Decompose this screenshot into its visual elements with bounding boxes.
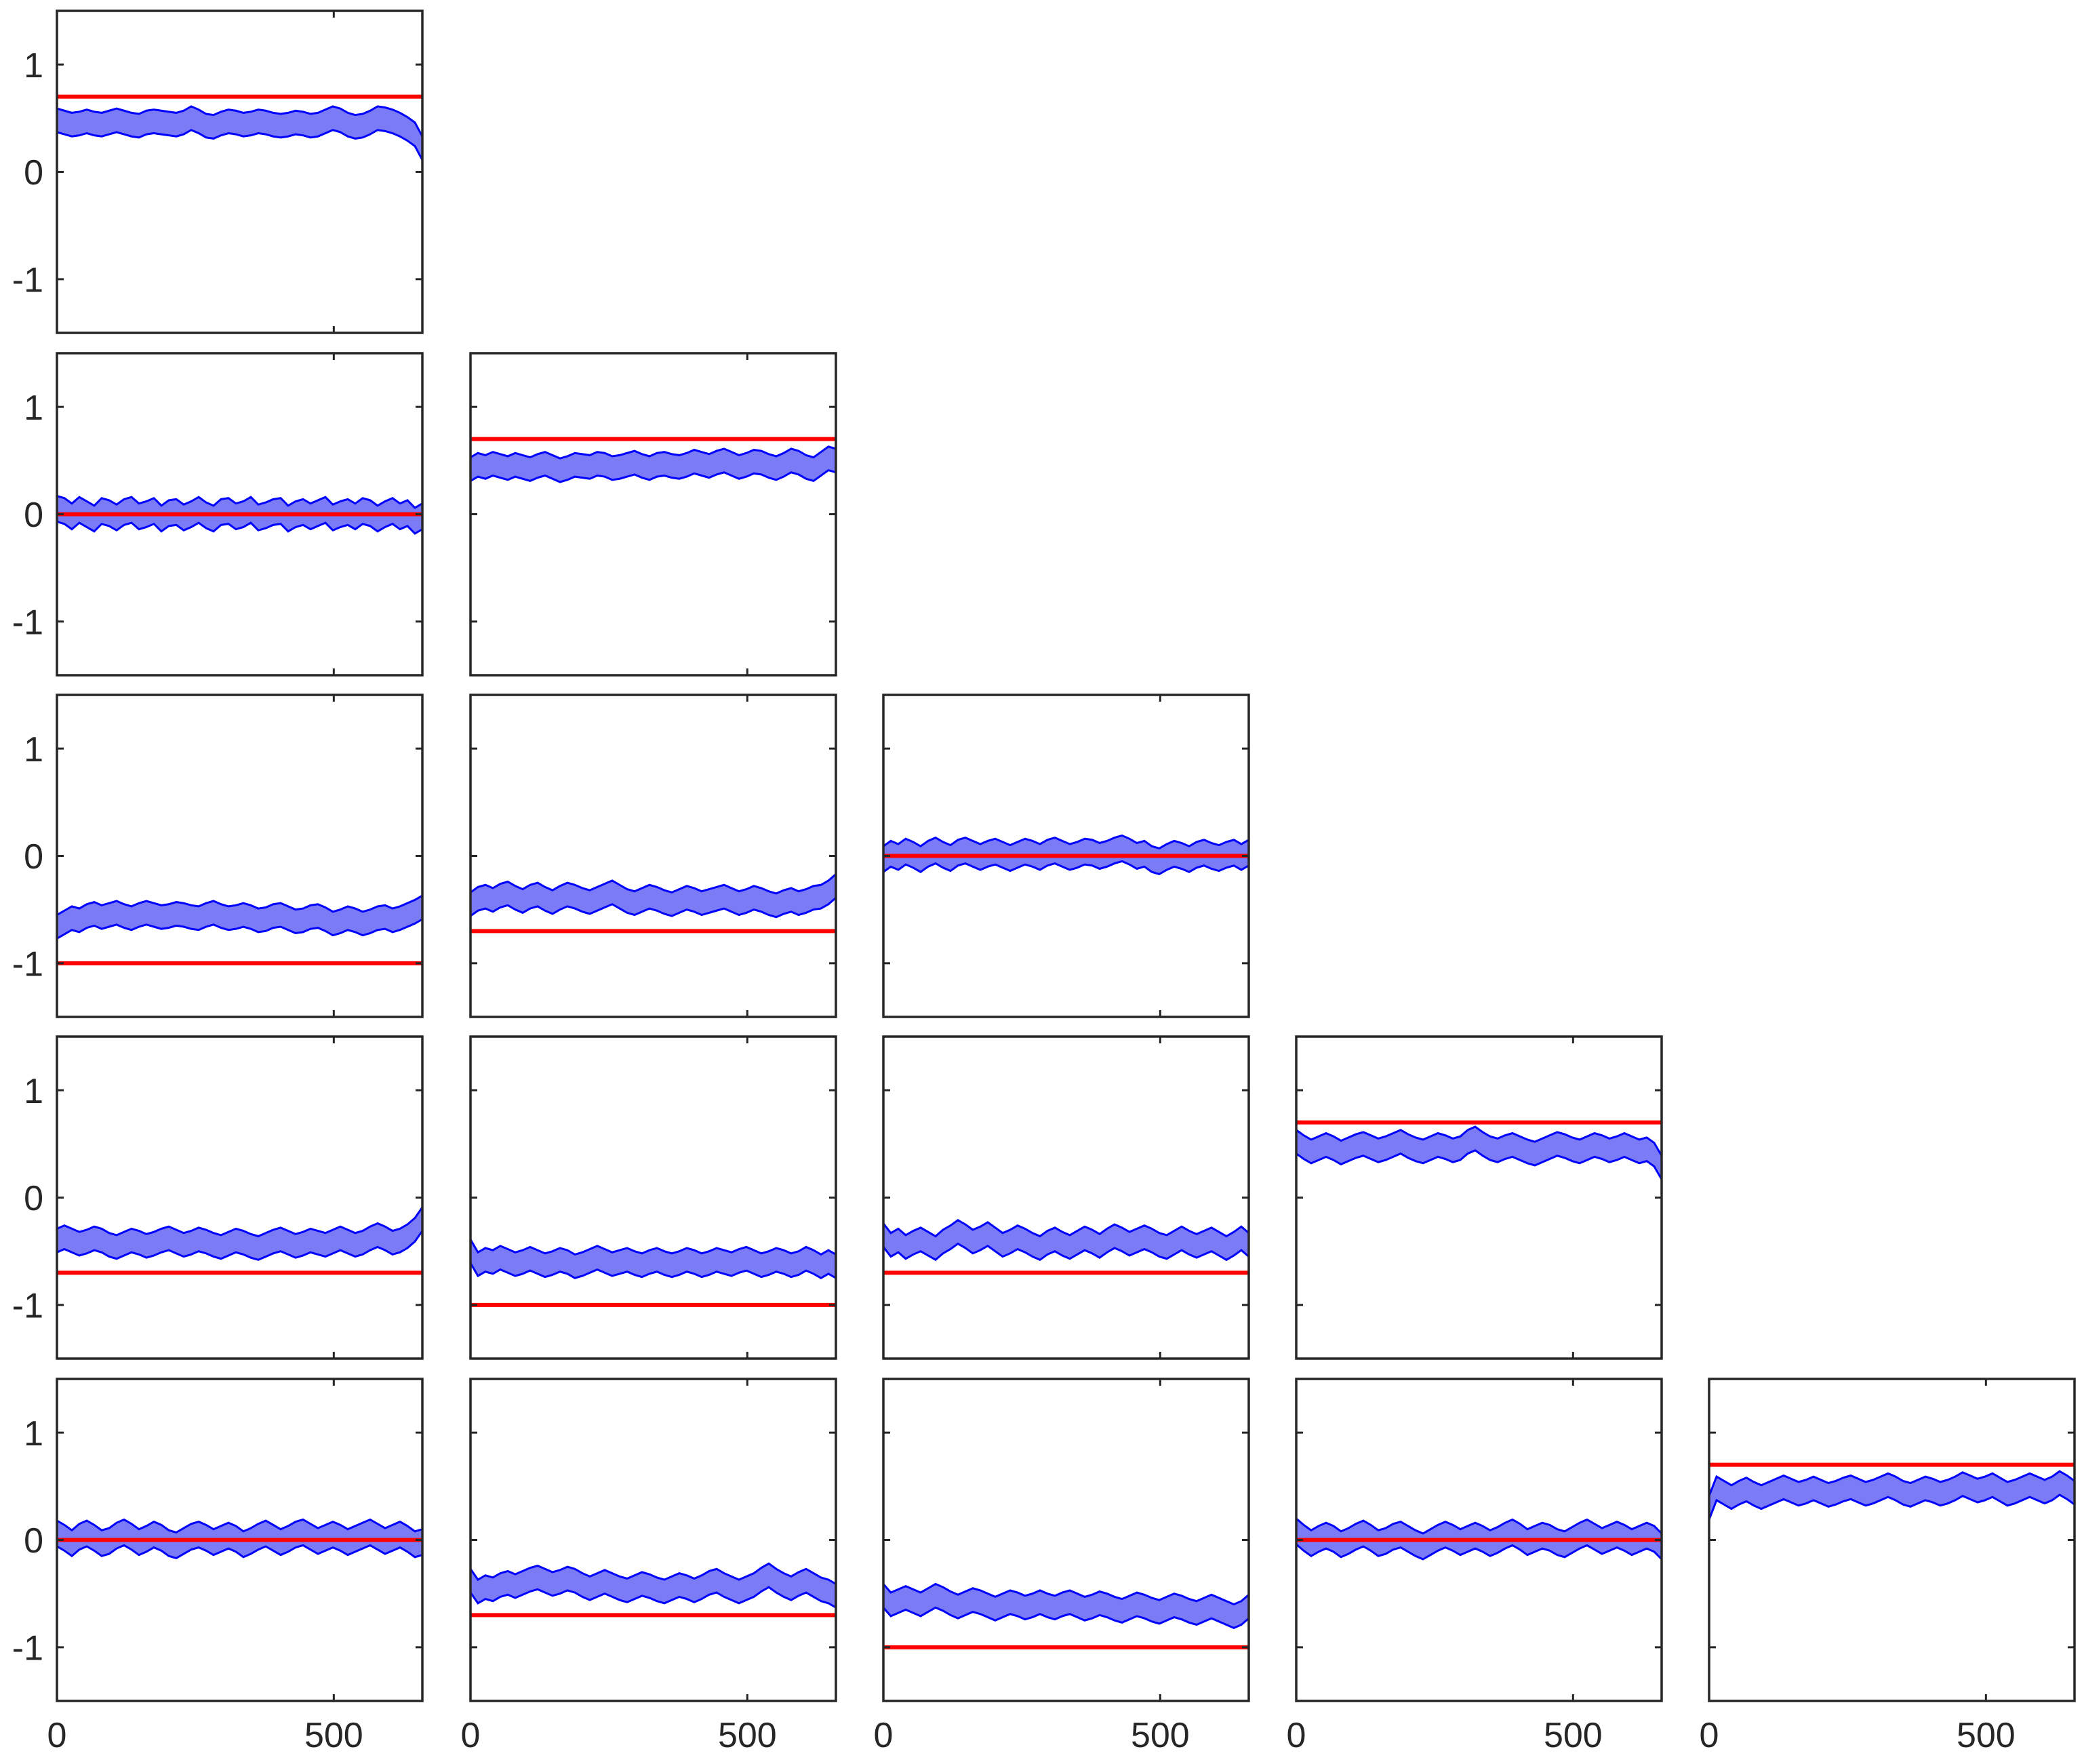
y-tick-label: 0 — [24, 1179, 43, 1218]
band-lower-line — [1296, 1543, 1663, 1561]
band-upper-line — [1296, 1517, 1663, 1535]
band-lower-line — [882, 1606, 1249, 1629]
band-upper-line — [56, 105, 424, 137]
panel-3-2 — [469, 694, 837, 1018]
band-upper-line — [56, 1518, 423, 1534]
x-tick-label: 0 — [874, 1716, 894, 1755]
plot-area — [57, 695, 422, 1017]
panel-5-3: 0 500 — [874, 1378, 1250, 1755]
plot-area — [470, 1379, 836, 1701]
y-tick-label: 0 — [24, 496, 43, 535]
plot-area — [57, 1037, 422, 1359]
estimate-band — [470, 446, 836, 482]
band-lower-line — [1296, 1149, 1663, 1180]
estimate-band — [1296, 1127, 1662, 1180]
band-lower-line — [56, 1544, 423, 1560]
y-tick-label: -1 — [12, 945, 43, 984]
estimate-band — [57, 1207, 422, 1260]
band-upper-line — [469, 1239, 837, 1256]
panel-3-1: -1 0 1 — [12, 694, 424, 1018]
panel-4-4 — [1295, 1035, 1663, 1360]
plot-area — [470, 1037, 836, 1359]
band-lower-line — [469, 1586, 837, 1609]
panel-1-1: -1 0 1 — [12, 9, 424, 334]
y-tick-label: 1 — [24, 730, 43, 769]
panel-4-2 — [469, 1035, 837, 1360]
estimate-band — [470, 874, 836, 917]
band-upper-line — [1708, 1470, 2075, 1497]
band-upper-line — [1296, 1125, 1663, 1157]
panel-5-1: -1 0 1 0 500 — [12, 1378, 424, 1755]
x-tick-label: 500 — [718, 1716, 777, 1755]
band-upper-line — [882, 1582, 1249, 1606]
y-tick-label: 1 — [24, 388, 43, 428]
x-tick-label: 0 — [461, 1716, 481, 1755]
y-tick-label: -1 — [12, 261, 43, 300]
plot-area — [883, 1379, 1249, 1701]
band-lower-line — [56, 129, 424, 161]
band-upper-line — [56, 495, 423, 509]
x-tick-label: 500 — [304, 1716, 363, 1755]
y-tick-label: -1 — [12, 603, 43, 643]
estimate-band — [883, 1584, 1249, 1628]
y-tick-label: 1 — [24, 46, 43, 85]
band-upper-line — [56, 894, 423, 916]
panel-3-3 — [882, 694, 1250, 1018]
panel-4-3 — [882, 1035, 1250, 1360]
x-tick-label: 500 — [1131, 1716, 1190, 1755]
panel-2-1: -1 0 1 — [12, 352, 424, 677]
band-lower-line — [883, 860, 1249, 876]
y-tick-label: -1 — [12, 1287, 43, 1326]
estimate-band — [57, 106, 422, 161]
panel-5-5: 0 500 — [1700, 1378, 2076, 1755]
x-tick-label: 500 — [1957, 1716, 2016, 1755]
estimate-band — [1709, 1471, 2075, 1520]
panel-5-4: 0 500 — [1287, 1378, 1663, 1755]
band-upper-line — [469, 1562, 837, 1585]
band-upper-line — [883, 834, 1249, 850]
band-lower-line — [56, 521, 423, 535]
panel-5-2: 0 500 — [461, 1378, 837, 1755]
band-upper-line — [470, 873, 837, 895]
y-tick-label: 0 — [24, 1521, 43, 1561]
plot-area — [57, 11, 422, 333]
band-lower-line — [56, 918, 423, 940]
panel-4-1: -1 0 1 — [12, 1035, 424, 1360]
x-tick-label: 500 — [1544, 1716, 1603, 1755]
band-upper-line — [882, 1218, 1249, 1238]
x-tick-label: 0 — [1700, 1716, 1719, 1755]
plot-area — [470, 353, 836, 675]
panel-2-2 — [469, 352, 837, 677]
y-tick-label: 1 — [24, 1414, 43, 1454]
x-tick-label: 0 — [1287, 1716, 1306, 1755]
band-upper-line — [56, 1206, 424, 1238]
band-lower-line — [1708, 1494, 2075, 1520]
plot-area — [470, 695, 836, 1017]
band-lower-line — [469, 1262, 837, 1279]
x-tick-label: 0 — [47, 1716, 67, 1755]
band-lower-line — [56, 1230, 424, 1261]
plot-area — [1296, 1037, 1662, 1359]
estimate-band — [57, 896, 422, 939]
y-tick-label: 0 — [24, 837, 43, 877]
plot-area — [1709, 1379, 2075, 1701]
band-lower-line — [470, 897, 837, 919]
y-tick-label: 0 — [24, 153, 43, 193]
plot-area — [883, 1037, 1249, 1359]
band-upper-line — [470, 445, 837, 460]
y-tick-label: -1 — [12, 1629, 43, 1668]
band-lower-line — [470, 468, 837, 483]
y-tick-label: 1 — [24, 1072, 43, 1111]
band-lower-line — [882, 1242, 1249, 1262]
estimate-band — [470, 1563, 836, 1608]
